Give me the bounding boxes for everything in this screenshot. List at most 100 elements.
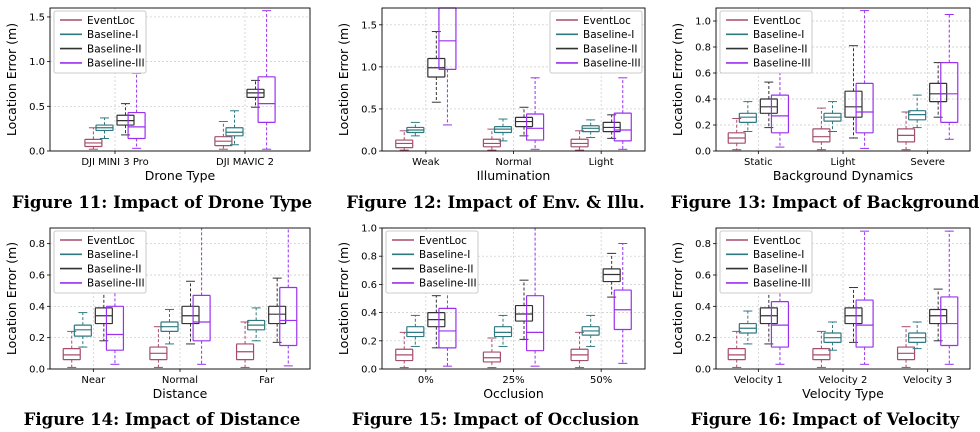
y-tick-label: 0.5 — [29, 102, 45, 113]
x-tick-label: Light — [589, 157, 614, 168]
legend: EventLoc Baseline-I Baseline-II Baseline-II… — [719, 230, 813, 294]
x-axis-label: Velocity Type — [802, 386, 884, 401]
iqr-box — [929, 308, 948, 325]
legend-label-baseline-2: Baseline-II — [583, 43, 638, 55]
eventloc-box — [395, 130, 414, 151]
legend-label-baseline-1: Baseline-I — [753, 29, 804, 41]
eventloc-box — [149, 326, 168, 368]
iqr-box — [727, 348, 746, 361]
legend: EventLoc Baseline-I Baseline-II Baseline-II… — [385, 230, 479, 294]
y-tick-label: 0.0 — [29, 365, 45, 376]
legend-label-eventloc: EventLoc — [87, 235, 135, 247]
y-tick-label: 0.4 — [695, 95, 711, 106]
legend-frame — [53, 10, 147, 74]
baseline-1-box — [95, 117, 114, 139]
y-axis-label: Location Error (m) — [670, 23, 685, 136]
y-tick-label: 0.0 — [29, 147, 45, 158]
baseline-2-box — [514, 106, 534, 137]
legend-label-baseline-2: Baseline-II — [87, 263, 142, 275]
legend-label-baseline-3: Baseline-III — [753, 58, 811, 70]
plot-frame — [381, 7, 646, 152]
y-tick-label: 0.6 — [29, 271, 45, 282]
iqr-box — [812, 128, 831, 143]
legend-label-eventloc: EventLoc — [753, 235, 801, 247]
eventloc-box — [727, 118, 746, 151]
legend-label-baseline-2: Baseline-II — [419, 263, 474, 275]
x-tick-label: Velocity 3 — [903, 375, 952, 386]
figure-caption: Figure 13: Impact of Background — [671, 193, 980, 212]
legend-label-baseline-3: Baseline-III — [753, 278, 811, 290]
y-tick-label: 0.0 — [361, 365, 377, 376]
baseline-2-box — [427, 295, 446, 349]
legend-label-eventloc: EventLoc — [753, 15, 801, 27]
baseline-3-box — [940, 14, 959, 140]
eventloc-box — [62, 330, 81, 368]
baseline-2-box — [759, 287, 778, 345]
baseline-1-box — [406, 121, 425, 137]
y-tick-label: 0.8 — [695, 239, 711, 250]
x-axis-label: Drone Type — [145, 168, 216, 183]
y-tick-label: 0.2 — [361, 336, 377, 347]
iqr-box — [770, 94, 790, 134]
baseline-2-box — [514, 279, 534, 340]
baseline-3-box — [613, 243, 632, 364]
iqr-box — [493, 326, 513, 338]
baseline-1-box — [225, 110, 244, 146]
baseline-1-box — [406, 314, 425, 347]
y-axis-label: Location Error (m) — [670, 242, 685, 355]
legend: EventLoc Baseline-I Baseline-II Baseline-II… — [53, 10, 147, 74]
iqr-box — [62, 348, 81, 361]
x-tick-label: Weak — [412, 157, 440, 168]
x-tick-label: Far — [259, 375, 275, 386]
baseline-1-box — [493, 118, 513, 142]
x-axis-label: Background Dynamics — [773, 168, 913, 183]
iqr-box — [279, 286, 298, 347]
y-tick-label: 0.8 — [29, 239, 45, 250]
x-tick-label: Velocity 2 — [819, 375, 868, 386]
x-axis-label: Distance — [153, 386, 208, 401]
baseline-3-box — [127, 72, 146, 149]
x-tick-label: DJI MAVIC 2 — [216, 157, 274, 168]
baseline-2-box — [268, 277, 287, 343]
baseline-3-box — [855, 10, 874, 149]
legend-label-baseline-2: Baseline-II — [87, 43, 142, 55]
y-tick-label: 0.8 — [361, 252, 377, 263]
legend-label-eventloc: EventLoc — [583, 15, 631, 27]
iqr-box — [855, 299, 874, 348]
x-tick-label: 50% — [590, 375, 612, 386]
iqr-box — [406, 326, 425, 338]
legend-frame — [385, 230, 479, 294]
baseline-1-box — [160, 308, 179, 345]
iqr-box — [738, 112, 757, 124]
x-tick-label: Velocity 1 — [734, 375, 783, 386]
eventloc-box — [570, 130, 589, 151]
baseline-3-box — [855, 230, 874, 365]
chart-3: 0.0 0.2 0.4 0.6 0.8 1.0 Static Light SevereBackg… — [670, 7, 980, 212]
x-tick-label: 0% — [418, 375, 434, 386]
y-tick-label: 0.4 — [695, 302, 711, 313]
baseline-1-box — [738, 310, 757, 345]
iqr-box — [257, 76, 276, 123]
iqr-box — [940, 296, 959, 347]
baseline-3-box — [257, 10, 276, 150]
chart-1: 0.0 0.5 1.0 1.5 DJI MINI 3 Pro DJI MAVIC 2Dro… — [4, 7, 312, 212]
iqr-box — [908, 110, 927, 121]
baseline-2-box — [844, 45, 863, 139]
eventloc-box — [395, 331, 414, 369]
y-tick-label: 1.0 — [695, 17, 711, 28]
legend-label-eventloc: EventLoc — [87, 15, 135, 27]
baseline-1-box — [908, 94, 927, 129]
x-tick-label: Light — [831, 157, 856, 168]
y-tick-label: 0.0 — [695, 147, 711, 158]
iqr-box — [759, 98, 778, 114]
baseline-2-box — [116, 103, 135, 136]
x-tick-label: Static — [744, 157, 773, 168]
y-tick-label: 0.6 — [361, 280, 377, 291]
baseline-2-box — [759, 81, 778, 129]
chart-2: 0.0 0.5 1.0 1.5 Weak Normal Light Illumination L… — [336, 7, 646, 212]
legend-label-baseline-2: Baseline-II — [753, 263, 808, 275]
baseline-1-box — [73, 312, 92, 348]
plot-frame — [49, 7, 311, 152]
